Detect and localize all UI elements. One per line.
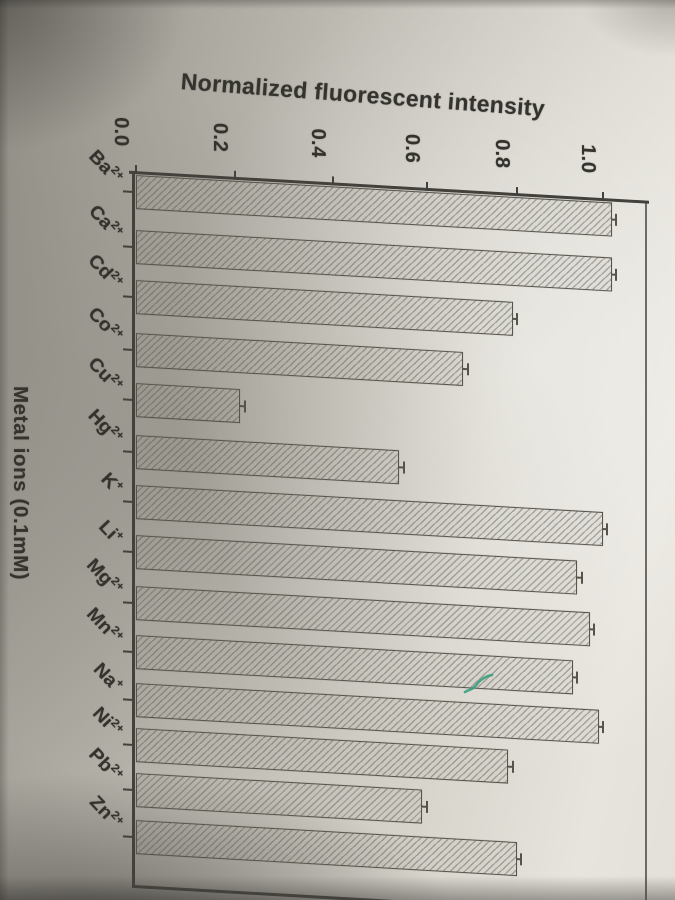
bar-ca2 [136, 230, 612, 292]
value-tick-label: 0.8 [491, 138, 513, 170]
category-tick [123, 245, 132, 249]
category-tick [123, 743, 132, 747]
category-tick [123, 650, 132, 654]
category-tick [123, 788, 132, 792]
bar-zn2 [136, 820, 517, 877]
value-tick-label: 0.6 [401, 133, 423, 164]
bar-ni2 [136, 728, 508, 784]
category-tick [123, 190, 132, 194]
bar-k [136, 485, 603, 547]
error-bar-cap-co2 [466, 363, 469, 376]
category-tick [123, 550, 132, 554]
category-tick [123, 500, 132, 504]
value-tick-label: 0.2 [209, 122, 231, 153]
green-pen-check-icon [463, 673, 494, 694]
error-bar-cap-pb2 [426, 800, 428, 813]
value-axis-title: Normalized fluorescent intensity [180, 68, 546, 122]
bar-cd2 [136, 280, 513, 336]
error-bar-cap-mg2 [593, 623, 596, 636]
category-axis-line [132, 170, 135, 889]
category-tick [123, 295, 132, 299]
category-tick [123, 450, 132, 454]
error-bar-cap-ba2 [614, 213, 617, 226]
value-tick-label: 0.4 [307, 127, 329, 159]
error-bar-cap-hg2 [402, 461, 405, 474]
error-bar-cap-na [602, 720, 604, 734]
bar-mn2 [136, 635, 573, 695]
value-tick [426, 181, 428, 191]
error-bar-cap-ni2 [511, 760, 514, 773]
error-bar-cap-zn2 [520, 853, 523, 866]
category-tick [123, 835, 132, 839]
value-tick [602, 191, 604, 202]
value-tick-label: 1.0 [577, 143, 599, 175]
category-tick [123, 601, 132, 605]
error-bar-cap-cd2 [516, 313, 518, 326]
bar-pb2 [136, 773, 423, 824]
right-frame-line [645, 202, 647, 900]
error-bar-cap-mn2 [576, 671, 579, 684]
category-tick [123, 348, 132, 352]
bar-cu2 [136, 383, 240, 424]
category-tick [123, 698, 132, 702]
value-tick [332, 176, 334, 186]
error-bar-cap-li [580, 571, 583, 584]
plot-area: 0.0 0.2 0.4 0.6 0.8 1.0 Ba2+ Ca2+ Cd2+ Co2+ Cu2+ Hg… [82, 117, 650, 900]
error-bar-cap-cu2 [243, 400, 246, 413]
bar-co2 [136, 333, 463, 386]
category-axis-label: Metal ions (0.1mM) [9, 386, 32, 581]
category-tick [123, 398, 132, 402]
value-tick [234, 170, 236, 180]
bar-mg2 [136, 586, 591, 647]
error-bar-cap-ca2 [614, 268, 617, 281]
error-bar-cap-k [606, 523, 609, 536]
bar-li [136, 535, 578, 595]
bar-hg2 [136, 435, 399, 485]
value-tick [516, 187, 518, 197]
bottom-frame-line [132, 884, 650, 900]
value-tick [135, 165, 137, 175]
